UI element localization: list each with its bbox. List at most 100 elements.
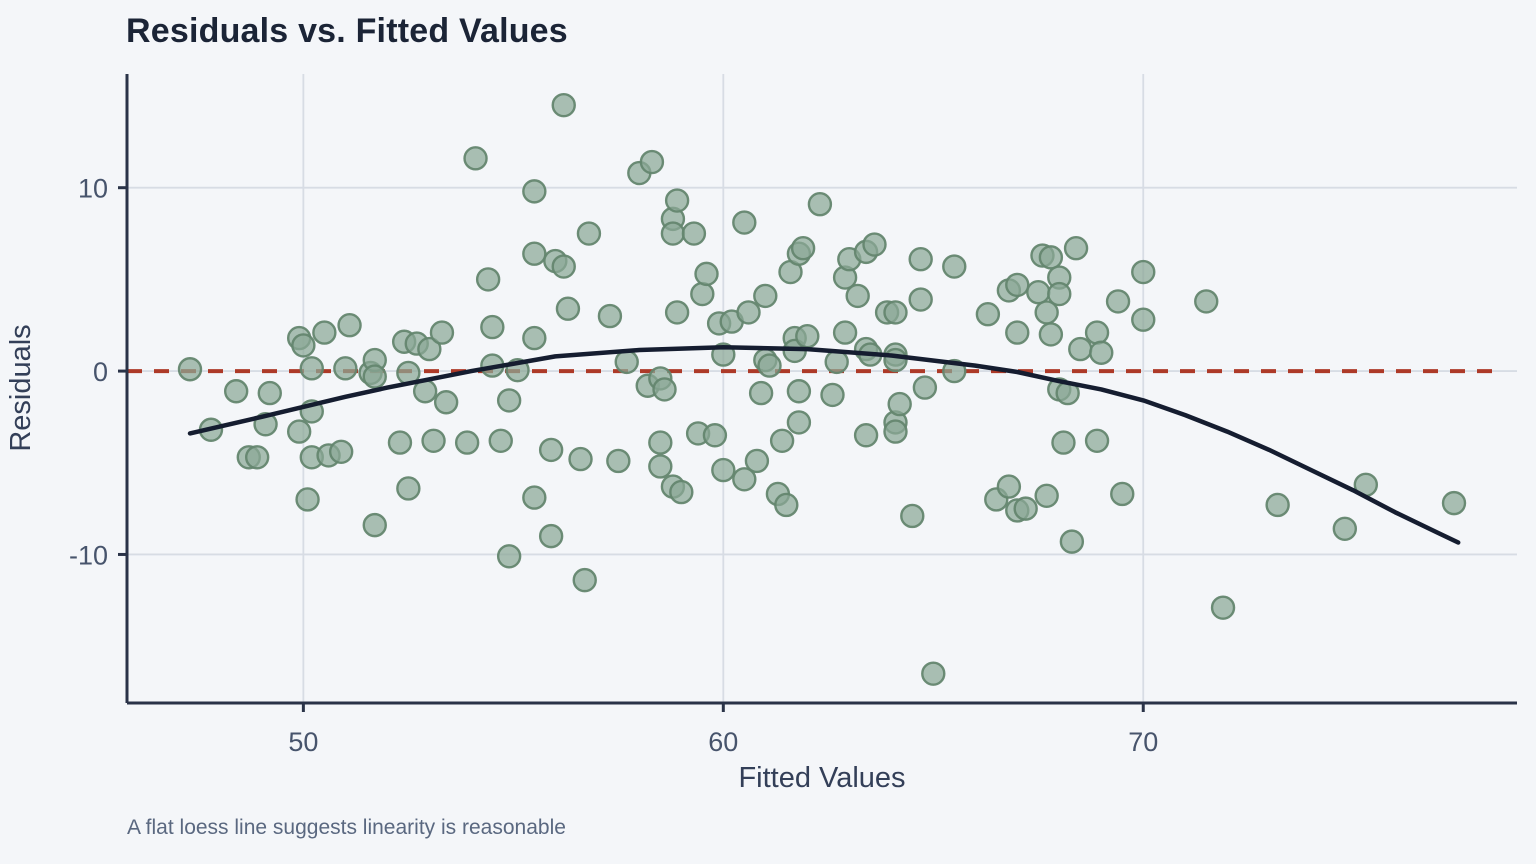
data-point	[1063, 236, 1089, 261]
data-point	[748, 380, 774, 406]
data-point	[774, 492, 799, 518]
data-point	[1131, 307, 1156, 332]
x-tick-label: 50	[288, 727, 318, 757]
data-point	[690, 281, 715, 307]
data-point	[1026, 280, 1051, 305]
data-point	[664, 188, 690, 213]
data-point	[652, 377, 677, 402]
data-point	[1059, 529, 1085, 554]
data-point	[807, 192, 833, 217]
data-point	[286, 419, 312, 444]
data-point	[639, 149, 665, 175]
scatter-points	[177, 92, 1467, 686]
data-point	[648, 454, 673, 479]
data-point	[480, 314, 505, 340]
data-point	[555, 296, 581, 321]
data-point	[845, 283, 870, 309]
data-point	[387, 430, 413, 455]
y-tick-label: -10	[69, 540, 108, 570]
data-point	[711, 457, 736, 483]
data-point	[337, 313, 362, 338]
data-point	[883, 419, 908, 444]
data-point	[820, 382, 845, 408]
data-point	[1068, 336, 1093, 362]
data-point	[522, 179, 547, 204]
data-point	[1131, 259, 1156, 285]
data-point	[475, 267, 501, 292]
data-point	[496, 544, 522, 569]
data-point	[463, 146, 488, 171]
data-point	[1047, 281, 1072, 307]
data-point	[883, 347, 908, 373]
data-point	[551, 92, 576, 118]
data-point	[223, 379, 249, 404]
data-point	[299, 356, 324, 381]
data-point	[333, 356, 358, 381]
data-point	[576, 221, 602, 246]
data-point	[753, 283, 778, 309]
data-point	[522, 485, 547, 510]
data-point	[786, 410, 812, 435]
y-tick-label: 10	[78, 174, 108, 204]
data-point	[1194, 289, 1219, 314]
data-point	[1265, 492, 1290, 518]
data-point	[942, 254, 967, 279]
data-point	[664, 300, 690, 325]
data-point	[488, 428, 513, 453]
data-point	[568, 446, 593, 472]
data-point	[908, 247, 933, 272]
data-point	[244, 445, 270, 470]
data-point	[572, 567, 597, 593]
data-point	[421, 428, 446, 453]
data-point	[744, 448, 770, 474]
data-point	[295, 487, 320, 512]
data-point	[862, 232, 887, 257]
x-tick-label: 60	[708, 727, 738, 757]
data-point	[291, 333, 316, 358]
data-point	[669, 479, 694, 505]
data-point	[597, 303, 623, 329]
data-point	[786, 379, 812, 404]
data-point	[1110, 481, 1135, 507]
data-point	[614, 349, 639, 375]
data-point	[1051, 430, 1076, 455]
data-point	[522, 241, 547, 266]
data-point	[795, 324, 820, 349]
data-point	[832, 320, 858, 345]
axis-lines	[125, 74, 1517, 705]
data-point	[883, 300, 908, 325]
data-point	[362, 512, 387, 538]
axis-ticks	[118, 186, 1145, 712]
data-point	[1089, 340, 1114, 365]
data-point	[1034, 483, 1059, 508]
data-point	[496, 388, 522, 413]
data-point	[887, 391, 912, 417]
data-point	[1005, 320, 1030, 345]
data-point	[1084, 320, 1110, 345]
y-tick-label: 0	[93, 357, 108, 387]
x-axis-title: Fitted Values	[738, 762, 905, 794]
data-point	[538, 437, 564, 463]
data-point	[454, 430, 480, 455]
data-point	[853, 423, 879, 448]
data-point	[538, 523, 564, 549]
data-point	[694, 261, 719, 287]
data-point	[769, 428, 795, 453]
data-point	[1084, 428, 1110, 453]
data-point	[921, 661, 946, 686]
data-point	[1105, 289, 1131, 314]
gridlines	[127, 74, 1517, 703]
loess-curve	[187, 344, 1461, 545]
data-point	[1038, 245, 1064, 270]
data-point	[1038, 322, 1064, 347]
x-tick-label: 70	[1128, 727, 1158, 757]
data-point	[648, 430, 673, 455]
data-point	[681, 221, 707, 246]
loess-path	[187, 344, 1461, 545]
data-point	[522, 325, 547, 351]
data-point	[736, 300, 761, 325]
data-point	[975, 302, 1001, 327]
data-point	[790, 236, 816, 261]
